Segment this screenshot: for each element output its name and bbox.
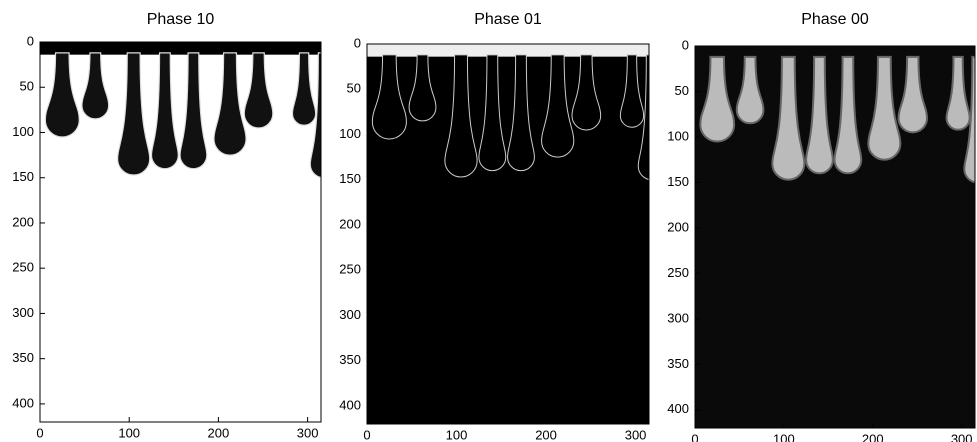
y-tick-label: 300 — [667, 310, 689, 325]
image-drip — [44, 52, 80, 138]
image-drip — [408, 54, 437, 122]
image-drip — [963, 55, 975, 184]
image-background — [367, 44, 649, 424]
y-tick-label: 300 — [12, 305, 34, 320]
image-drip — [699, 55, 736, 143]
x-tick-label: 100 — [773, 431, 795, 442]
image-drip — [444, 54, 478, 178]
image-band — [367, 44, 649, 57]
y-tick-label: 250 — [667, 265, 689, 280]
y-tick-label: 0 — [27, 33, 34, 48]
y-tick-label: 400 — [12, 395, 34, 410]
x-tick-label: 300 — [951, 431, 973, 442]
axes-frame — [39, 41, 322, 423]
image-drip — [507, 54, 535, 172]
y-tick-label: 100 — [339, 126, 361, 141]
x-tick-label: 0 — [363, 427, 370, 442]
image-drip — [371, 54, 407, 140]
image-background — [40, 42, 321, 422]
image-drip — [805, 55, 834, 175]
y-tick-label: 250 — [12, 260, 34, 275]
y-tick-label: 100 — [667, 128, 689, 143]
x-tick-label: 0 — [36, 425, 43, 440]
y-tick-label: 0 — [682, 37, 689, 52]
image-drip — [309, 52, 321, 179]
y-tick-label: 350 — [12, 350, 34, 365]
y-tick-label: 250 — [339, 262, 361, 277]
panel-title: Phase 10 — [147, 11, 215, 28]
image-drip — [478, 54, 507, 172]
y-tick-label: 300 — [339, 307, 361, 322]
x-tick-label: 100 — [446, 427, 468, 442]
image-drip — [637, 54, 649, 180]
y-tick-label: 150 — [12, 169, 34, 184]
y-tick-label: 50 — [675, 83, 689, 98]
y-tick-label: 200 — [12, 214, 34, 229]
y-tick-label: 50 — [20, 79, 34, 94]
y-tick-label: 200 — [667, 219, 689, 234]
image-band — [40, 42, 321, 55]
image-drip — [291, 52, 317, 126]
x-tick-label: 200 — [208, 425, 230, 440]
x-tick-label: 300 — [297, 425, 319, 440]
image-drip — [243, 52, 274, 129]
image-drip — [213, 52, 247, 156]
y-tick-label: 350 — [667, 356, 689, 371]
panel-title: Phase 01 — [474, 11, 542, 28]
image-drip — [150, 52, 179, 170]
image-drip — [619, 54, 645, 128]
image-drip — [897, 55, 929, 134]
image-panel — [695, 46, 975, 428]
image-drip — [771, 55, 806, 181]
axes-frame — [366, 43, 650, 425]
y-tick-label: 50 — [347, 81, 361, 96]
image-drip — [735, 55, 765, 125]
x-tick-label: 200 — [535, 427, 557, 442]
y-tick-label: 150 — [339, 171, 361, 186]
axes-frame — [694, 45, 976, 429]
y-tick-label: 200 — [339, 216, 361, 231]
y-tick-label: 350 — [339, 352, 361, 367]
image-drip — [867, 55, 902, 161]
x-tick-label: 300 — [625, 427, 647, 442]
image-band — [695, 46, 975, 59]
image-panel — [40, 42, 321, 422]
x-tick-label: 0 — [691, 431, 698, 442]
y-tick-label: 100 — [12, 124, 34, 139]
image-drip — [945, 55, 971, 131]
image-drip — [571, 54, 602, 131]
y-tick-label: 400 — [339, 397, 361, 412]
image-drip — [179, 52, 208, 170]
image-drip — [541, 54, 575, 158]
image-panel — [367, 44, 649, 424]
image-drip — [81, 52, 110, 120]
x-tick-label: 200 — [862, 431, 884, 442]
y-tick-label: 150 — [667, 174, 689, 189]
panel-title: Phase 00 — [801, 11, 869, 28]
image-drip — [833, 55, 863, 175]
y-tick-label: 0 — [354, 35, 361, 50]
y-tick-label: 400 — [667, 401, 689, 416]
image-drip — [117, 52, 151, 176]
x-tick-label: 100 — [118, 425, 140, 440]
